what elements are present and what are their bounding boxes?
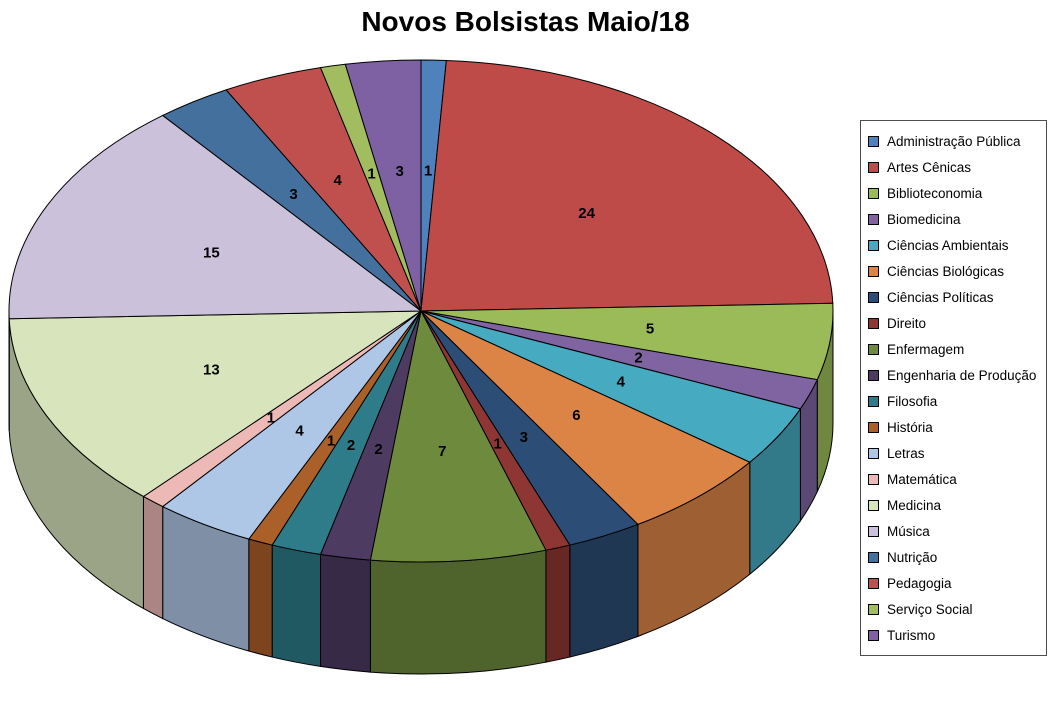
data-label: 6 <box>572 407 580 424</box>
legend-label: Ciências Políticas <box>887 289 994 305</box>
data-label: 2 <box>347 437 355 454</box>
pie-slice-wall <box>271 544 322 668</box>
legend-item[interactable]: Administração Pública <box>868 128 1042 154</box>
legend-item[interactable]: Ciências Biológicas <box>868 258 1042 284</box>
legend-item[interactable]: Nutrição <box>868 544 1042 570</box>
data-label: 15 <box>203 244 220 261</box>
legend-item[interactable]: Biblioteconomia <box>868 180 1042 206</box>
pie-slice[interactable] <box>369 309 547 563</box>
legend-item[interactable]: Ciências Políticas <box>868 284 1042 310</box>
legend-item[interactable]: Enfermagem <box>868 336 1042 362</box>
data-label: 7 <box>438 443 446 460</box>
legend-item[interactable]: História <box>868 414 1042 440</box>
legend-swatch-icon <box>868 525 879 537</box>
legend-swatch-icon <box>868 603 879 615</box>
legend-item[interactable]: Medicina <box>868 492 1042 518</box>
legend-label: Turismo <box>887 627 936 643</box>
legend-swatch-icon <box>868 395 879 407</box>
legend-label: Serviço Social <box>887 601 973 617</box>
data-label: 1 <box>424 163 432 180</box>
legend-item[interactable]: Filosofia <box>868 388 1042 414</box>
data-label: 3 <box>396 163 404 180</box>
legend-swatch-icon <box>868 629 879 641</box>
legend-label: Administração Pública <box>887 133 1021 149</box>
legend-swatch-icon <box>868 577 879 589</box>
data-label: 1 <box>327 432 335 449</box>
legend-swatch-icon <box>868 317 879 329</box>
data-label: 4 <box>334 172 343 189</box>
data-label: 24 <box>578 205 595 222</box>
legend-item[interactable]: Pedagogia <box>868 570 1042 596</box>
pie-slice[interactable] <box>8 114 423 320</box>
legend-swatch-icon <box>868 343 879 355</box>
chart-legend: Administração Pública Artes Cênicas Biblio… <box>860 120 1047 656</box>
legend-label: Nutrição <box>887 549 938 565</box>
legend-label: Biomedicina <box>887 211 961 227</box>
data-label: 1 <box>494 436 502 453</box>
legend-swatch-icon <box>868 161 879 173</box>
legend-swatch-icon <box>868 551 879 563</box>
legend-label: História <box>887 419 933 435</box>
legend-swatch-icon <box>868 187 879 199</box>
pie-slice-wall <box>369 549 547 675</box>
pie-slice[interactable] <box>8 310 423 498</box>
legend-item[interactable]: Música <box>868 518 1042 544</box>
legend-swatch-icon <box>868 369 879 381</box>
legend-label: Filosofia <box>887 393 938 409</box>
legend-swatch-icon <box>868 447 879 459</box>
pie-slice-wall <box>569 523 639 658</box>
legend-item[interactable]: Letras <box>868 440 1042 466</box>
legend-swatch-icon <box>868 291 879 303</box>
data-label: 1 <box>267 410 275 427</box>
legend-swatch-icon <box>868 421 879 433</box>
legend-item[interactable]: Matemática <box>868 466 1042 492</box>
pie-slice-wall <box>320 553 371 673</box>
data-label: 2 <box>634 350 642 367</box>
data-label: 1 <box>367 166 375 183</box>
pie-slice[interactable] <box>420 310 751 525</box>
legend-item[interactable]: Engenharia de Produção <box>868 362 1042 388</box>
data-label: 3 <box>520 429 528 446</box>
legend-swatch-icon <box>868 135 879 147</box>
legend-label: Artes Cênicas <box>887 159 972 175</box>
legend-item[interactable]: Turismo <box>868 622 1042 648</box>
pie-slice-wall <box>142 495 164 620</box>
legend-label: Pedagogia <box>887 575 952 591</box>
legend-label: Ciências Ambientais <box>887 237 1009 253</box>
data-label: 13 <box>203 362 220 379</box>
legend-label: Letras <box>887 445 925 461</box>
legend-label: Engenharia de Produção <box>887 367 1037 383</box>
legend-label: Ciências Biológicas <box>887 263 1005 279</box>
legend-item[interactable]: Artes Cênicas <box>868 154 1042 180</box>
pie-slice-wall <box>545 544 571 663</box>
legend-label: Medicina <box>887 497 942 513</box>
pie-slice-wall <box>248 538 273 658</box>
legend-swatch-icon <box>868 213 879 225</box>
data-label: 4 <box>295 423 304 440</box>
legend-label: Biblioteconomia <box>887 185 983 201</box>
legend-label: Direito <box>887 315 927 331</box>
data-label: 5 <box>646 320 654 337</box>
legend-item[interactable]: Direito <box>868 310 1042 336</box>
data-label: 2 <box>374 441 382 458</box>
legend-item[interactable]: Biomedicina <box>868 206 1042 232</box>
legend-label: Enfermagem <box>887 341 965 357</box>
legend-item[interactable]: Ciências Ambientais <box>868 232 1042 258</box>
legend-swatch-icon <box>868 239 879 251</box>
legend-label: Música <box>887 523 930 539</box>
legend-swatch-icon <box>868 499 879 511</box>
pie-slice[interactable] <box>420 59 834 312</box>
legend-item[interactable]: Serviço Social <box>868 596 1042 622</box>
pie-slice[interactable] <box>344 59 422 312</box>
legend-swatch-icon <box>868 473 879 485</box>
data-label: 3 <box>289 186 297 203</box>
legend-swatch-icon <box>868 265 879 277</box>
legend-label: Matemática <box>887 471 957 487</box>
data-label: 4 <box>617 373 626 390</box>
chart-title: Novos Bolsistas Maio/18 <box>361 6 690 37</box>
legend-items: Administração Pública Artes Cênicas Biblio… <box>868 128 1042 648</box>
